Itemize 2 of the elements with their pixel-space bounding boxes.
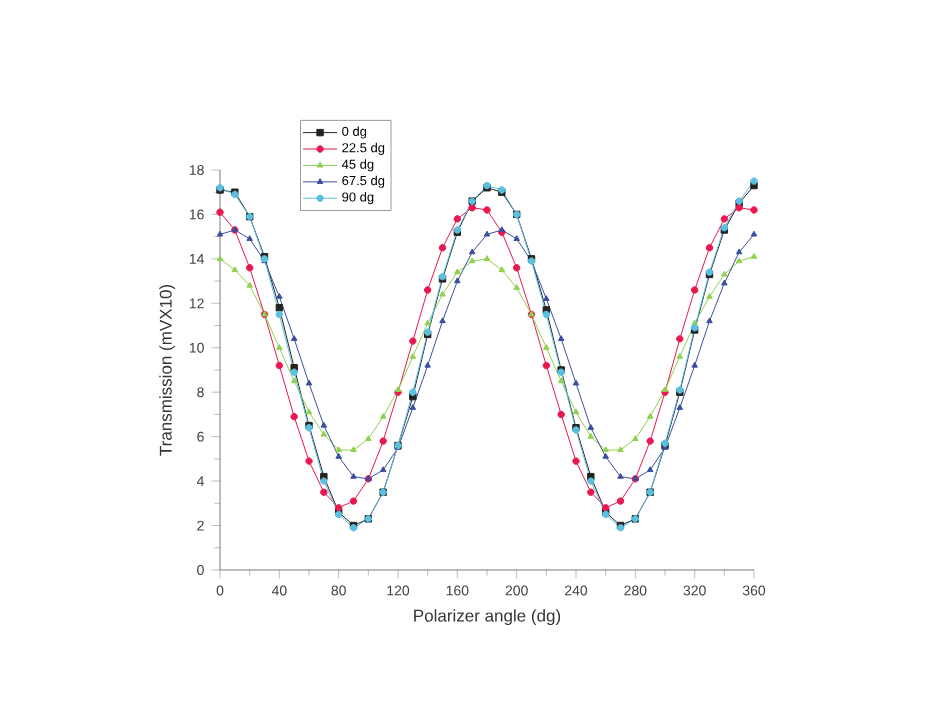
x-axis-title: Polarizer angle (dg)	[414, 609, 561, 626]
y-axis-title: Transmission (mVX10)	[159, 284, 176, 456]
